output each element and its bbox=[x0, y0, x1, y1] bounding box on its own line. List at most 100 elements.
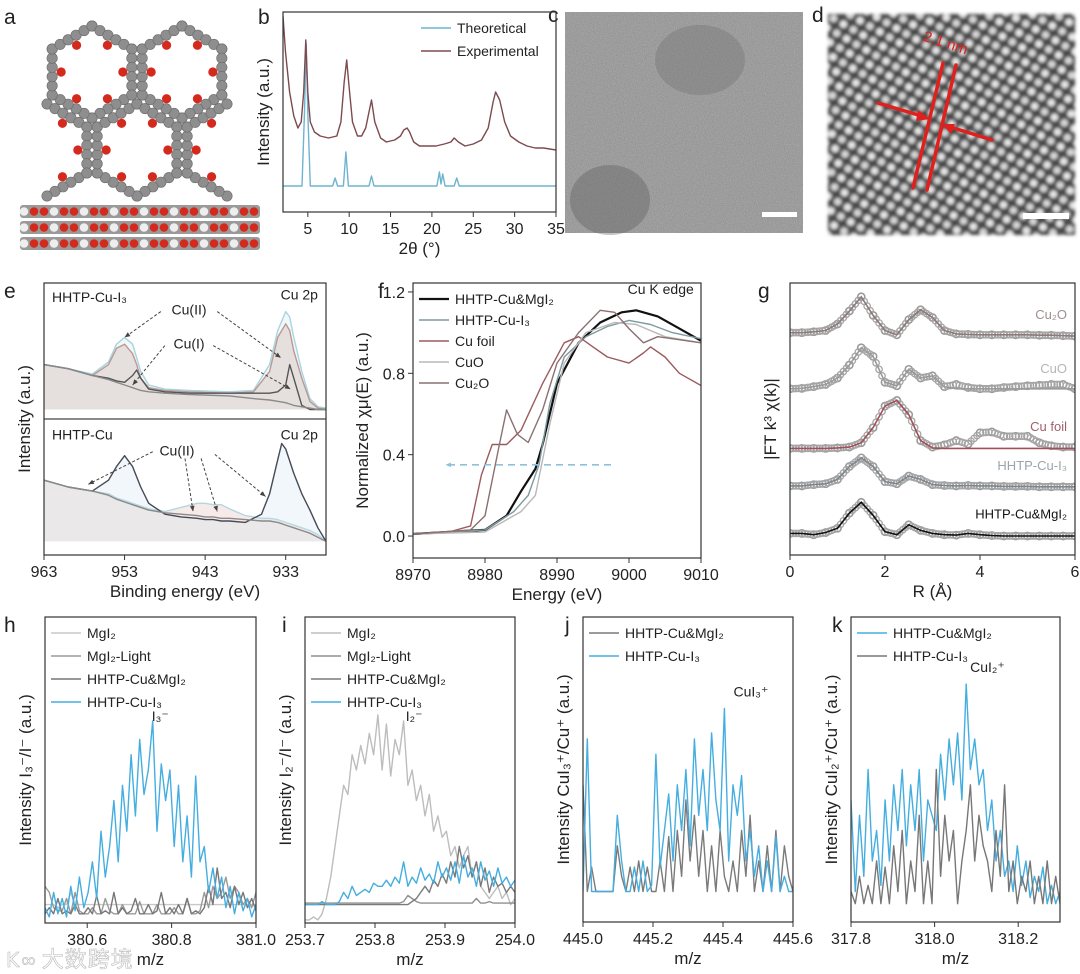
legend-label: MgI₂ bbox=[347, 625, 376, 641]
oxygen-atom bbox=[161, 40, 172, 50]
atom bbox=[19, 207, 29, 216]
oxygen-atom bbox=[118, 67, 128, 77]
atom bbox=[149, 223, 159, 232]
oxygen-atom bbox=[71, 40, 82, 50]
arrow-head bbox=[189, 505, 195, 512]
atom bbox=[49, 239, 59, 248]
data-point bbox=[878, 523, 886, 532]
fit-line bbox=[790, 295, 1075, 337]
legend-label: HHTP-Cu-I₃ bbox=[347, 694, 422, 710]
x-tick-label: 380.8 bbox=[152, 932, 192, 949]
series-fill bbox=[44, 480, 326, 542]
x-tick-label: 25 bbox=[464, 221, 482, 238]
data-point bbox=[866, 427, 875, 436]
panel-label-h: h bbox=[4, 614, 16, 637]
carbon-atom bbox=[216, 43, 228, 55]
atom bbox=[199, 239, 209, 248]
panel-d-hrtem-image: d 2.1 nm bbox=[812, 4, 1075, 235]
data-point bbox=[878, 371, 886, 380]
series-line-hhtp-cu-i-cu-ii-fit bbox=[44, 323, 326, 411]
watermark-text: 大数跨境 bbox=[41, 948, 134, 974]
chart-h: I₃⁻ 380.6 380.8 381.0 m/z Intensity I₃⁻/I⁻ (a… bbox=[4, 614, 276, 969]
chart-g: Cu₂O CuO Cu foil HHTP-Cu-I₃ HHTP-Cu&MgI₂ 0 2 4 6… bbox=[758, 280, 1080, 601]
x-axis-label: m/z bbox=[942, 949, 969, 968]
series-line-hhtp-cu-satellites bbox=[44, 479, 326, 542]
plot-frame bbox=[43, 282, 327, 556]
oxygen-atom bbox=[146, 67, 156, 77]
arrow-head bbox=[132, 379, 138, 385]
atom bbox=[199, 207, 209, 216]
series-line-cuo bbox=[413, 321, 701, 535]
carbon-atom bbox=[126, 71, 138, 83]
series-line-hhtp-cu-mgi- bbox=[851, 683, 1060, 905]
plot-area bbox=[283, 15, 556, 187]
carbon-atom bbox=[171, 167, 183, 179]
x-tick-label: 0 bbox=[786, 564, 795, 581]
atom bbox=[29, 239, 39, 248]
x-tick-label: 9000 bbox=[611, 567, 647, 584]
atom bbox=[19, 239, 29, 248]
data-point bbox=[842, 465, 851, 474]
x-tick-label: 8990 bbox=[539, 567, 575, 584]
atom bbox=[39, 239, 49, 248]
plot-area bbox=[583, 707, 793, 893]
atom bbox=[59, 239, 69, 248]
atom bbox=[219, 239, 229, 248]
legend-label: HHTP-Cu&MgI₂ bbox=[347, 671, 446, 687]
data-point bbox=[934, 442, 943, 450]
oxygen-atom bbox=[191, 145, 201, 155]
x-tick-label: 253.7 bbox=[285, 932, 325, 949]
data-point bbox=[1005, 432, 1014, 441]
atom bbox=[249, 223, 259, 232]
legend: MgI₂ MgI₂-Light HHTP-Cu&MgI₂ HHTP-Cu-I₃ bbox=[311, 625, 446, 710]
x-tick-label: 381.0 bbox=[236, 932, 276, 949]
atom bbox=[119, 223, 129, 232]
plot-area bbox=[45, 720, 256, 918]
series-line-hhtp-cu-i-background bbox=[44, 363, 326, 411]
data-point bbox=[830, 375, 839, 384]
carbon-atom bbox=[136, 89, 148, 101]
y-tick-label: 0.4 bbox=[383, 448, 405, 465]
watermark-logo: K∞ 大数跨境 bbox=[6, 942, 134, 974]
x-tick-label: 6 bbox=[1071, 564, 1080, 581]
series-line-hhtp-cu-i- bbox=[851, 768, 1060, 905]
honeycomb-framework-model bbox=[41, 20, 233, 202]
atom bbox=[169, 223, 179, 232]
annotation-arrow bbox=[184, 458, 194, 512]
carbon-atom bbox=[181, 167, 193, 179]
arrow-head bbox=[88, 479, 95, 485]
data-point bbox=[937, 323, 946, 332]
atom bbox=[79, 207, 89, 216]
data-point bbox=[1017, 432, 1026, 441]
annotation: I₃⁻ bbox=[152, 708, 169, 724]
x-axis-label: R (Å) bbox=[913, 582, 953, 601]
data-point bbox=[830, 476, 839, 485]
series-line-hhtp-cu bbox=[44, 442, 326, 542]
data-point bbox=[830, 525, 839, 534]
atom bbox=[59, 207, 69, 216]
atom bbox=[229, 239, 239, 248]
x-tick-label: 445.4 bbox=[703, 931, 743, 948]
carbon-atom bbox=[126, 61, 138, 73]
y-axis-label: Intensity I₃⁻/I⁻ (a.u.) bbox=[16, 694, 35, 845]
atom bbox=[49, 223, 59, 232]
x-axis-label: 2θ (°) bbox=[399, 239, 441, 258]
y-axis-label: Intensity (a.u.) bbox=[254, 58, 273, 166]
data-point bbox=[866, 306, 875, 315]
x-tick-label: 5 bbox=[303, 221, 312, 238]
atom bbox=[119, 207, 129, 216]
carbon-atom bbox=[216, 80, 228, 92]
y-axis-label: Intensity CuI₂⁺/Cu⁺ (a.u.) bbox=[822, 675, 841, 865]
x-tick-label: 943 bbox=[192, 564, 219, 581]
chart-i: I₂⁻ 253.7 253.8 253.9 254.0 m/z Intensity I₂⁻/… bbox=[276, 614, 535, 969]
atom bbox=[159, 223, 169, 232]
plot-area bbox=[851, 683, 1060, 905]
chart-k: CuI₂⁺ 317.8 318.0 318.2 m/z Intensity CuI₂⁺/C… bbox=[822, 614, 1061, 968]
annotation: CuI₃⁺ bbox=[734, 683, 769, 699]
series-line-hhtp-cu-i-envelope bbox=[44, 310, 326, 409]
arrow-head bbox=[124, 332, 131, 338]
data-point bbox=[866, 350, 875, 359]
data-point bbox=[872, 359, 880, 367]
legend: HHTP-Cu&MgI₂ HHTP-Cu-I₃ Cu foil CuO Cu₂O bbox=[419, 291, 554, 391]
carbon-atom bbox=[81, 149, 93, 161]
